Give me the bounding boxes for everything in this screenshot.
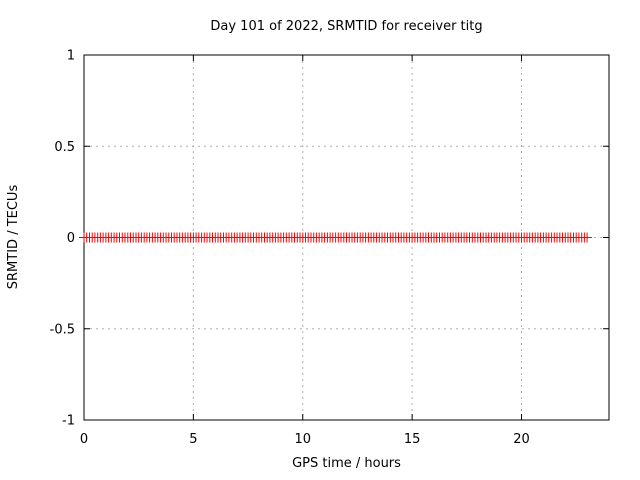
tick-labels: 0 5 10 15 20 -1 -0.5 0 0.5 1 [50,49,530,448]
y-tick-label: 0.5 [54,140,75,155]
x-tick-label: 0 [80,432,88,447]
y-tick-label: 1 [67,49,75,64]
x-tick-label: 10 [294,432,311,447]
x-tick-label: 15 [404,432,421,447]
gridlines [84,55,609,420]
chart-title: Day 101 of 2022, SRMTID for receiver tit… [210,19,483,34]
y-tick-label: -0.5 [50,322,75,337]
x-tick-label: 20 [513,432,530,447]
y-tick-label: -1 [62,414,75,429]
x-axis-label: GPS time / hours [292,456,401,471]
series-markers-srmtid [79,232,593,243]
x-tick-label: 5 [189,432,197,447]
y-axis-label: SRMTID / TECUs [6,184,21,290]
y-tick-label: 0 [67,231,75,246]
